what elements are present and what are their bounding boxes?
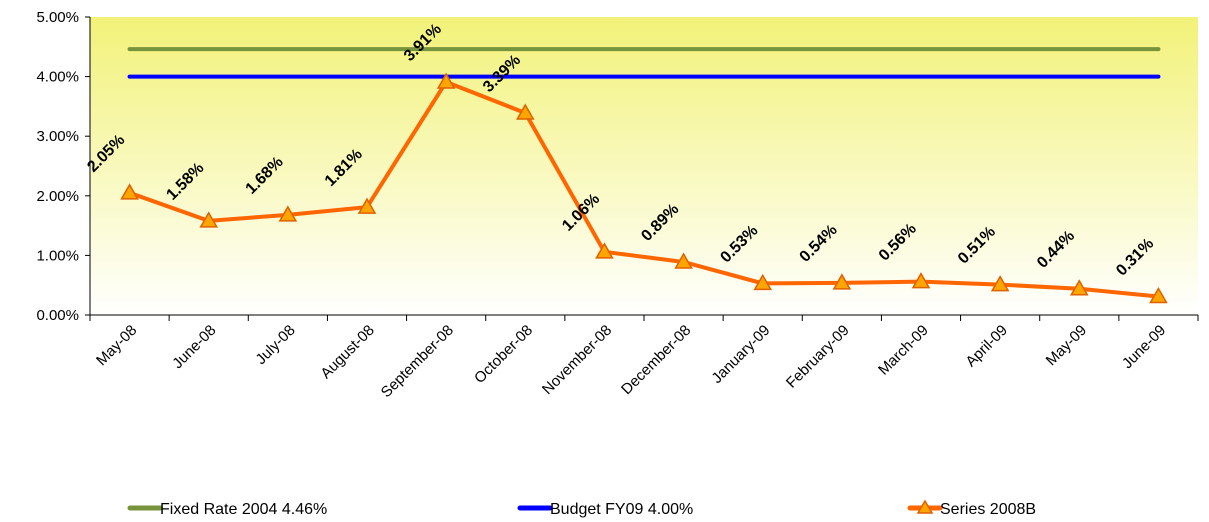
series-marker xyxy=(357,197,377,214)
legend-label: Fixed Rate 2004 4.46% xyxy=(160,501,327,518)
legend-marker xyxy=(916,499,934,514)
x-tick-label: September-08 xyxy=(378,322,457,401)
series-line-series-2008b xyxy=(127,79,1161,299)
series-marker xyxy=(911,272,931,289)
plot-area xyxy=(90,17,1198,315)
x-tick-label: December-08 xyxy=(618,322,694,398)
y-axis: 0.00% 1.00% 2.00% 3.00% 4.00% 5.00% xyxy=(36,9,91,324)
x-tick-label: June-09 xyxy=(1119,322,1169,372)
y-tick-label: 1.00% xyxy=(36,247,79,264)
series-marker xyxy=(832,273,852,290)
series-marker xyxy=(436,72,456,89)
y-tick-label: 3.00% xyxy=(36,128,79,145)
x-tick-label: January-09 xyxy=(708,322,773,387)
x-tick-label: May-09 xyxy=(1043,322,1090,369)
series-marker xyxy=(1069,279,1089,296)
x-tick-label: August-08 xyxy=(317,322,377,382)
x-axis: May-08 June-08 July-08 August-08 September-0… xyxy=(89,314,1199,401)
legend-label: Budget FY09 4.00% xyxy=(550,501,693,518)
x-tick-label: October-08 xyxy=(471,322,536,387)
series-marker xyxy=(278,205,298,222)
series-marker xyxy=(990,275,1010,292)
series-markers xyxy=(120,72,1168,304)
x-tick-label: July-08 xyxy=(252,322,298,368)
x-tick-label: March-09 xyxy=(875,322,932,379)
legend: Fixed Rate 2004 4.46% Budget FY09 4.00% Se… xyxy=(127,499,1036,518)
x-tick-label: May-08 xyxy=(93,322,140,369)
y-tick-label: 2.00% xyxy=(36,188,79,205)
x-tick-label: February-09 xyxy=(783,322,853,392)
series-marker xyxy=(674,252,693,269)
x-tick-label: April-09 xyxy=(962,322,1011,371)
y-tick-label: 4.00% xyxy=(36,69,79,86)
series-lines xyxy=(127,47,1161,299)
y-tick-label: 0.00% xyxy=(36,307,79,324)
legend-label: Series 2008B xyxy=(940,501,1036,518)
series-marker xyxy=(120,183,139,200)
series-marker xyxy=(515,103,535,120)
series-marker xyxy=(199,211,219,228)
series-marker xyxy=(753,273,773,291)
series-marker xyxy=(595,242,614,259)
y-tick-label: 5.00% xyxy=(36,9,79,26)
x-tick-label: June-08 xyxy=(169,322,219,372)
series-marker xyxy=(1149,287,1168,304)
x-tick-label: November-08 xyxy=(539,322,615,398)
